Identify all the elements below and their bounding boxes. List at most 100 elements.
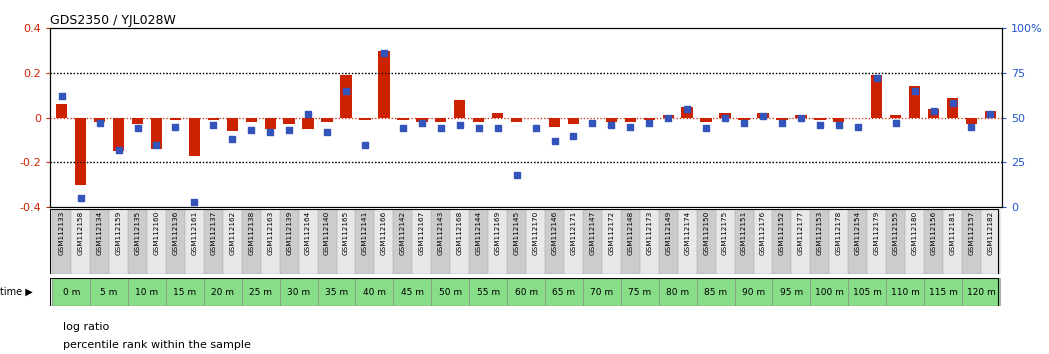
Point — [565, 133, 582, 138]
Bar — [924, 278, 962, 306]
Text: 75 m: 75 m — [628, 287, 651, 297]
Text: 40 m: 40 m — [363, 287, 386, 297]
Bar — [340, 75, 351, 118]
Bar — [734, 278, 772, 306]
Text: 45 m: 45 m — [401, 287, 424, 297]
Bar — [241, 278, 280, 306]
Text: GSM112145: GSM112145 — [514, 211, 519, 255]
Text: 35 m: 35 m — [325, 287, 348, 297]
Text: GSM112181: GSM112181 — [949, 211, 956, 255]
Bar — [776, 118, 788, 120]
Text: GSM112146: GSM112146 — [552, 211, 557, 255]
Point — [831, 122, 848, 128]
Text: GSM112177: GSM112177 — [798, 211, 804, 255]
Text: GSM112143: GSM112143 — [437, 211, 444, 255]
Point — [186, 199, 202, 205]
Point — [338, 88, 355, 94]
Text: GSM112180: GSM112180 — [912, 211, 918, 255]
Bar — [564, 209, 583, 274]
Bar — [283, 118, 295, 124]
Bar — [94, 118, 105, 122]
Bar — [222, 209, 241, 274]
Text: 20 m: 20 m — [211, 287, 234, 297]
Text: GSM112182: GSM112182 — [987, 211, 993, 255]
Point — [887, 120, 904, 126]
Bar — [318, 278, 356, 306]
Point — [394, 126, 411, 131]
Bar — [928, 109, 939, 118]
Bar — [715, 209, 734, 274]
Text: 15 m: 15 m — [173, 287, 196, 297]
Text: GSM112133: GSM112133 — [59, 211, 65, 255]
Text: log ratio: log ratio — [63, 322, 109, 332]
Text: GSM112136: GSM112136 — [172, 211, 178, 255]
Bar — [166, 209, 185, 274]
Text: GSM112162: GSM112162 — [230, 211, 235, 255]
Point — [470, 126, 487, 131]
Bar — [621, 278, 659, 306]
Point — [413, 120, 430, 126]
Point — [812, 122, 829, 128]
Bar — [663, 115, 673, 118]
Bar — [74, 118, 86, 185]
Text: GSM112179: GSM112179 — [874, 211, 880, 255]
Text: GSM112139: GSM112139 — [286, 211, 293, 255]
Point — [528, 126, 544, 131]
Text: 120 m: 120 m — [966, 287, 996, 297]
Bar — [734, 209, 753, 274]
Bar — [208, 118, 219, 120]
Bar — [849, 278, 886, 306]
Bar — [701, 118, 712, 122]
Text: GSM112153: GSM112153 — [817, 211, 822, 255]
Bar — [772, 278, 811, 306]
Text: GSM112138: GSM112138 — [249, 211, 254, 255]
Text: 60 m: 60 m — [514, 287, 538, 297]
Text: GSM112175: GSM112175 — [722, 211, 728, 255]
Bar — [640, 209, 659, 274]
Text: GSM112156: GSM112156 — [930, 211, 937, 255]
Text: GSM112169: GSM112169 — [495, 211, 500, 255]
Text: 30 m: 30 m — [287, 287, 311, 297]
Bar — [908, 86, 920, 118]
Bar — [241, 209, 261, 274]
Bar — [166, 278, 204, 306]
Bar — [379, 51, 389, 118]
Bar — [890, 115, 901, 118]
Text: GSM112152: GSM112152 — [779, 211, 785, 255]
Bar — [71, 209, 90, 274]
Text: 105 m: 105 m — [853, 287, 881, 297]
Bar — [492, 113, 504, 118]
Text: GSM112164: GSM112164 — [305, 211, 312, 255]
Point — [357, 142, 373, 147]
Point — [925, 108, 942, 113]
Text: GSM112142: GSM112142 — [400, 211, 406, 255]
Bar — [431, 209, 450, 274]
Bar — [962, 278, 1000, 306]
Text: GSM112137: GSM112137 — [211, 211, 216, 255]
Point — [281, 127, 298, 133]
Text: 95 m: 95 m — [779, 287, 802, 297]
Bar — [644, 118, 655, 120]
Bar — [924, 209, 943, 274]
Text: GSM112174: GSM112174 — [684, 211, 690, 255]
Bar — [549, 118, 560, 127]
Bar — [473, 118, 485, 122]
Bar — [985, 111, 997, 118]
Bar — [583, 278, 621, 306]
Bar — [966, 118, 978, 124]
Text: GDS2350 / YJL028W: GDS2350 / YJL028W — [50, 14, 176, 27]
Point — [906, 88, 923, 94]
Text: 25 m: 25 m — [250, 287, 273, 297]
Point — [205, 122, 221, 128]
Point — [72, 195, 89, 201]
Bar — [545, 209, 564, 274]
Bar — [545, 278, 583, 306]
Bar — [886, 278, 924, 306]
Bar — [360, 118, 370, 120]
Text: GSM112134: GSM112134 — [97, 211, 103, 255]
Bar — [905, 209, 924, 274]
Text: 0 m: 0 m — [63, 287, 80, 297]
Text: percentile rank within the sample: percentile rank within the sample — [63, 340, 251, 350]
Point — [223, 136, 240, 142]
Point — [508, 172, 524, 178]
